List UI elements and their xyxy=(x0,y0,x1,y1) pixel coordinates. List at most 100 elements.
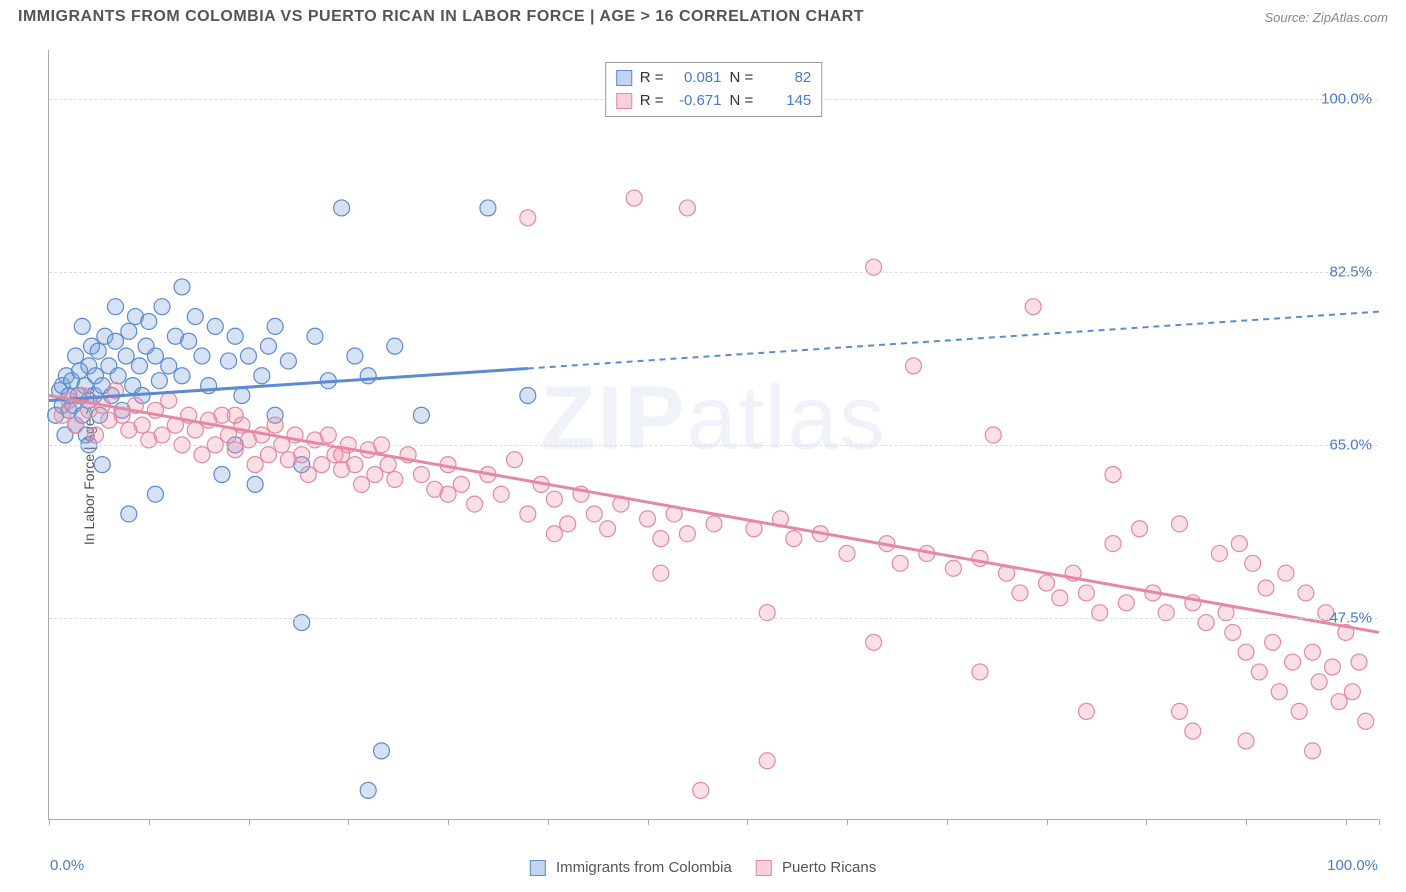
scatter-point-colombia xyxy=(480,200,496,216)
scatter-point-puerto_rican xyxy=(1172,703,1188,719)
scatter-point-puerto_rican xyxy=(194,447,210,463)
scatter-point-puerto_rican xyxy=(380,457,396,473)
stat-n-value-colombia: 82 xyxy=(761,67,811,90)
scatter-point-puerto_rican xyxy=(586,506,602,522)
scatter-point-colombia xyxy=(110,368,126,384)
scatter-point-puerto_rican xyxy=(1132,521,1148,537)
x-tick xyxy=(947,819,948,825)
scatter-point-puerto_rican xyxy=(440,486,456,502)
scatter-point-puerto_rican xyxy=(1185,723,1201,739)
scatter-point-puerto_rican xyxy=(453,476,469,492)
stat-swatch-puerto-rican xyxy=(616,93,632,109)
scatter-point-puerto_rican xyxy=(1025,299,1041,315)
scatter-point-puerto_rican xyxy=(154,427,170,443)
scatter-point-colombia xyxy=(181,333,197,349)
scatter-point-colombia xyxy=(74,318,90,334)
gridline xyxy=(49,618,1378,619)
scatter-point-puerto_rican xyxy=(520,210,536,226)
x-tick xyxy=(448,819,449,825)
stat-r-value-puerto-rican: -0.671 xyxy=(672,90,722,113)
scatter-point-colombia xyxy=(221,353,237,369)
scatter-point-puerto_rican xyxy=(227,407,243,423)
scatter-point-colombia xyxy=(360,368,376,384)
scatter-point-puerto_rican xyxy=(653,531,669,547)
scatter-point-puerto_rican xyxy=(314,457,330,473)
plot-area: ZIPatlas R = 0.081 N = 82 R = -0.671 N =… xyxy=(48,50,1378,820)
scatter-point-puerto_rican xyxy=(1324,659,1340,675)
stat-r-label: R = xyxy=(640,67,664,90)
scatter-point-puerto_rican xyxy=(247,457,263,473)
scatter-point-puerto_rican xyxy=(1118,595,1134,611)
scatter-point-puerto_rican xyxy=(1012,585,1028,601)
scatter-point-colombia xyxy=(214,466,230,482)
x-tick xyxy=(1346,819,1347,825)
x-tick xyxy=(348,819,349,825)
scatter-point-puerto_rican xyxy=(972,664,988,680)
legend-item-puerto-rican: Puerto Ricans xyxy=(756,859,876,876)
scatter-point-colombia xyxy=(520,388,536,404)
scatter-point-puerto_rican xyxy=(1258,580,1274,596)
scatter-point-colombia xyxy=(108,333,124,349)
scatter-point-puerto_rican xyxy=(626,190,642,206)
scatter-point-colombia xyxy=(154,299,170,315)
scatter-point-puerto_rican xyxy=(1344,684,1360,700)
scatter-point-colombia xyxy=(260,338,276,354)
scatter-point-puerto_rican xyxy=(1298,585,1314,601)
scatter-point-puerto_rican xyxy=(1078,703,1094,719)
x-tick xyxy=(1047,819,1048,825)
scatter-point-puerto_rican xyxy=(1039,575,1055,591)
scatter-point-puerto_rican xyxy=(134,417,150,433)
scatter-point-puerto_rican xyxy=(1231,536,1247,552)
scatter-point-puerto_rican xyxy=(906,358,922,374)
chart-title: IMMIGRANTS FROM COLOMBIA VS PUERTO RICAN… xyxy=(18,8,864,26)
scatter-point-puerto_rican xyxy=(892,555,908,571)
x-tick xyxy=(249,819,250,825)
scatter-point-puerto_rican xyxy=(679,200,695,216)
scatter-point-puerto_rican xyxy=(1105,536,1121,552)
x-tick xyxy=(1146,819,1147,825)
y-tick-label: 100.0% xyxy=(1321,91,1372,108)
scatter-point-colombia xyxy=(207,318,223,334)
scatter-point-colombia xyxy=(334,200,350,216)
scatter-point-colombia xyxy=(374,743,390,759)
scatter-point-colombia xyxy=(247,476,263,492)
scatter-point-puerto_rican xyxy=(1305,644,1321,660)
trend-line-puerto_rican xyxy=(49,396,1379,633)
scatter-point-puerto_rican xyxy=(1331,694,1347,710)
scatter-point-colombia xyxy=(347,348,363,364)
scatter-point-puerto_rican xyxy=(1211,545,1227,561)
x-tick xyxy=(149,819,150,825)
scatter-point-puerto_rican xyxy=(1245,555,1261,571)
scatter-point-colombia xyxy=(267,318,283,334)
stat-n-value-puerto-rican: 145 xyxy=(761,90,811,113)
scatter-point-colombia xyxy=(254,368,270,384)
scatter-point-puerto_rican xyxy=(54,407,70,423)
scatter-point-puerto_rican xyxy=(300,466,316,482)
stat-n-label: N = xyxy=(730,90,754,113)
scatter-point-colombia xyxy=(234,388,250,404)
legend-label-colombia: Immigrants from Colombia xyxy=(556,859,732,876)
stat-r-value-colombia: 0.081 xyxy=(672,67,722,90)
scatter-point-puerto_rican xyxy=(1238,733,1254,749)
scatter-point-puerto_rican xyxy=(520,506,536,522)
scatter-point-colombia xyxy=(413,407,429,423)
legend-label-puerto-rican: Puerto Ricans xyxy=(782,859,876,876)
x-tick xyxy=(49,819,50,825)
scatter-point-puerto_rican xyxy=(493,486,509,502)
stat-row-colombia: R = 0.081 N = 82 xyxy=(616,67,812,90)
scatter-point-puerto_rican xyxy=(839,545,855,561)
scatter-point-puerto_rican xyxy=(347,457,363,473)
scatter-point-puerto_rican xyxy=(267,417,283,433)
scatter-point-colombia xyxy=(141,313,157,329)
scatter-point-colombia xyxy=(360,782,376,798)
scatter-point-puerto_rican xyxy=(546,526,562,542)
stat-row-puerto-rican: R = -0.671 N = 145 xyxy=(616,90,812,113)
stat-n-label: N = xyxy=(730,67,754,90)
x-tick xyxy=(747,819,748,825)
scatter-point-puerto_rican xyxy=(706,516,722,532)
scatter-point-puerto_rican xyxy=(1172,516,1188,532)
scatter-point-puerto_rican xyxy=(387,471,403,487)
x-tick xyxy=(1246,819,1247,825)
scatter-point-puerto_rican xyxy=(693,782,709,798)
scatter-point-puerto_rican xyxy=(507,452,523,468)
